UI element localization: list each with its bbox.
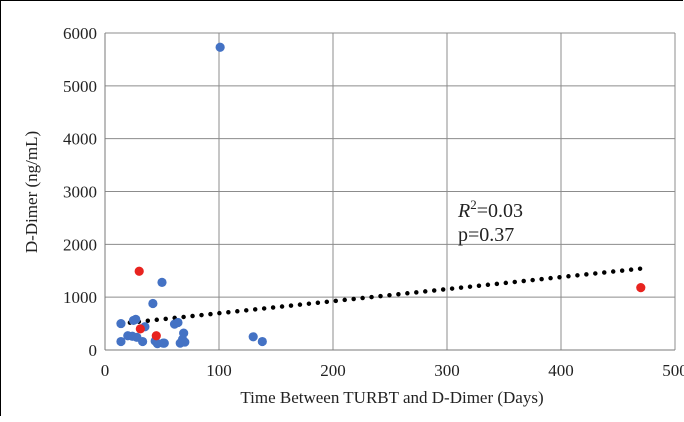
x-tick-label: 200	[320, 361, 346, 380]
data-point-blue	[157, 277, 167, 287]
trendline	[118, 266, 644, 326]
y-tick-label: 0	[89, 341, 98, 360]
data-point-blue	[179, 328, 189, 338]
data-point-blue	[131, 314, 141, 324]
data-point-blue	[116, 336, 126, 347]
data-points	[116, 42, 646, 349]
data-point-red	[134, 266, 144, 276]
y-tick-label: 2000	[63, 235, 97, 254]
data-point-blue	[173, 317, 183, 328]
y-tick-label: 6000	[63, 24, 97, 43]
x-tick-label: 300	[434, 361, 460, 380]
data-point-red	[135, 324, 145, 334]
data-point-blue	[215, 42, 225, 52]
data-point-red	[636, 283, 646, 293]
y-tick-label: 5000	[63, 77, 97, 96]
x-axis-title: Time Between TURBT and D-Dimer (Days)	[240, 388, 543, 407]
x-tick-label: 100	[206, 361, 232, 380]
x-tick-label: 0	[101, 361, 110, 380]
tick-labels: 0 1000 2000 3000 4000 5000 6000 0 100 200 300 400 50…	[63, 24, 684, 380]
data-point-blue	[248, 332, 258, 342]
data-point-blue	[180, 337, 190, 347]
data-point-blue	[116, 318, 126, 329]
y-axis-title: D-Dimer (ng/mL)	[22, 131, 41, 253]
trendline-dotted	[118, 266, 644, 326]
gridlines	[105, 32, 676, 350]
data-point-blue	[159, 338, 169, 348]
y-tick-label: 3000	[63, 183, 97, 202]
data-point-red	[151, 331, 161, 341]
r-squared-annotation: R2=0.03	[457, 197, 523, 222]
y-tick-label: 4000	[63, 130, 97, 149]
axes	[104, 33, 675, 351]
data-point-blue	[257, 336, 267, 347]
x-tick-label: 400	[548, 361, 574, 380]
data-point-blue	[148, 298, 158, 309]
p-value-annotation: p=0.37	[458, 224, 514, 246]
x-tick-label: 500	[662, 361, 684, 380]
data-point-blue	[138, 336, 148, 347]
y-tick-label: 1000	[63, 288, 97, 307]
